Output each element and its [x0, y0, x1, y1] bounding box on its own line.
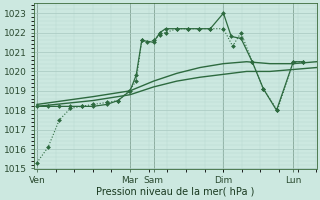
- X-axis label: Pression niveau de la mer( hPa ): Pression niveau de la mer( hPa ): [96, 187, 254, 197]
